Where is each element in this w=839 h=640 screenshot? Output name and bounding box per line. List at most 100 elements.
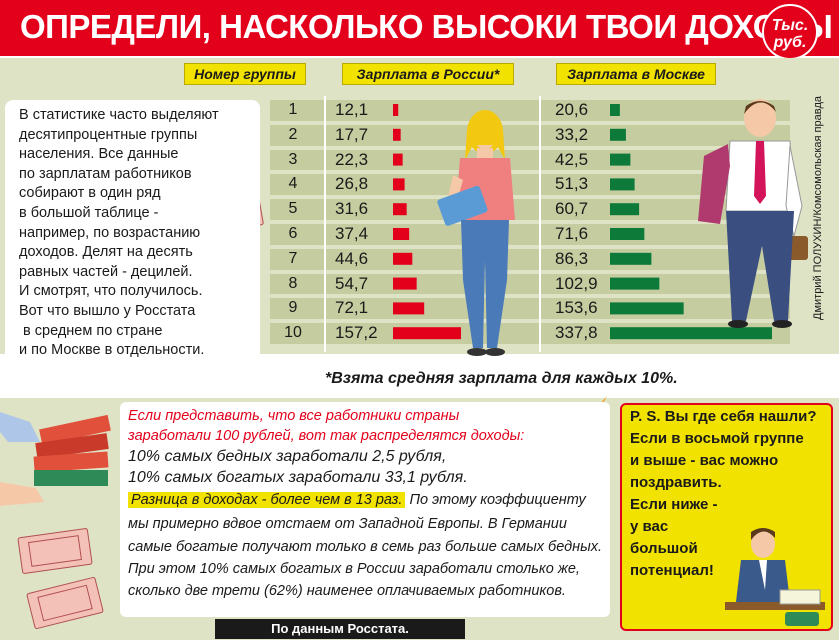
russia-value-label: 72,1 xyxy=(335,298,369,318)
russia-value-label: 26,8 xyxy=(335,174,369,194)
russia-bar xyxy=(393,178,405,191)
intro-line: десятипроцентные группы xyxy=(19,126,198,143)
note-red-line2: заработали 100 рублей, вот так распредел… xyxy=(128,428,525,444)
ps-line: большой xyxy=(630,540,698,557)
unit-badge: Тыс. руб. xyxy=(762,4,818,60)
moscow-value-label: 60,7 xyxy=(555,199,589,219)
intro-line: доходов. Делят на десять xyxy=(19,244,193,261)
russia-value-label: 37,4 xyxy=(335,224,369,243)
column-header-group: Номер группы xyxy=(184,63,306,85)
intro-line: населения. Все данные xyxy=(19,146,179,163)
moscow-bar xyxy=(610,128,626,141)
note-line9: сколько две трети (62%) наименее оплачив… xyxy=(128,583,566,599)
moscow-bar xyxy=(610,327,772,340)
note-line5: Разница в доходах - более чем в 13 раз. … xyxy=(128,492,586,508)
russia-bar xyxy=(393,302,425,315)
russia-bar xyxy=(393,153,403,166)
moscow-bar xyxy=(610,153,631,166)
note-after-highlight: По этому коэффициенту xyxy=(405,492,586,508)
unit-badge-line1: Тыс. xyxy=(771,17,809,34)
russia-value-label: 31,6 xyxy=(335,199,369,219)
russia-bar xyxy=(393,203,407,216)
group-number: 9 xyxy=(288,299,298,317)
moscow-bar xyxy=(610,228,645,240)
russia-bar xyxy=(393,252,413,265)
group-number: 4 xyxy=(288,175,298,193)
column-header-russia: Зарплата в России* xyxy=(342,63,514,85)
russia-value-label: 54,7 xyxy=(335,273,369,293)
note-line7: самые богатые получают только в семь раз… xyxy=(128,539,603,555)
moscow-value-label: 51,3 xyxy=(555,174,589,194)
group-number: 3 xyxy=(288,150,298,168)
intro-text: В статистике часто выделяют десятипроцент… xyxy=(5,100,260,390)
note-rich: 10% самых богатых заработали 33,1 рубля. xyxy=(128,469,468,486)
column-header-moscow: Зарплата в Москве xyxy=(556,63,716,85)
moscow-value-label: 42,5 xyxy=(555,149,589,169)
russia-value-label: 44,6 xyxy=(335,248,369,268)
note-red-line1: Если представить, что все работники стра… xyxy=(128,408,460,424)
group-number: 10 xyxy=(284,324,302,342)
office-worker-illustration xyxy=(725,528,825,626)
moscow-bar xyxy=(610,203,640,216)
russia-bar xyxy=(393,228,410,240)
man-illustration xyxy=(698,99,808,328)
group-number: 2 xyxy=(288,125,298,143)
moscow-value-label: 153,6 xyxy=(555,298,598,318)
ps-line: поздравить. xyxy=(630,474,722,491)
russia-value-label: 17,7 xyxy=(335,124,369,144)
russia-value-label: 12,1 xyxy=(335,100,369,119)
moscow-bar xyxy=(610,302,684,315)
intro-line: В статистике часто выделяют xyxy=(19,107,219,123)
table-row-stripe xyxy=(270,100,790,121)
group-number: 5 xyxy=(288,200,298,218)
ps-line: и выше - вас можно xyxy=(630,452,779,469)
russia-value-label: 22,3 xyxy=(335,149,369,169)
source-bar: По данным Росстата. xyxy=(215,619,465,639)
footnote: *Взята средняя зарплата для каждых 10%. xyxy=(325,370,678,387)
intro-line: и по Москве в отдельности. xyxy=(19,342,205,359)
main-note-box xyxy=(120,402,610,617)
moscow-bar xyxy=(610,104,620,116)
banknotes-icon xyxy=(17,528,104,630)
intro-line: собирают в один ряд xyxy=(19,185,161,202)
intro-line: Вот что вышло у Росстата xyxy=(19,302,196,319)
group-number: 6 xyxy=(288,225,298,242)
moscow-value-label: 102,9 xyxy=(555,273,598,293)
moscow-bar xyxy=(610,277,660,290)
note-line8: При этом 10% самых богатых в России зара… xyxy=(128,561,580,577)
note-highlight: Разница в доходах - более чем в 13 раз. xyxy=(128,492,406,508)
group-number: 8 xyxy=(288,274,298,292)
intro-line: например, по возрастанию xyxy=(19,224,201,241)
russia-bar xyxy=(393,327,461,340)
ps-line: P. S. Вы где себя нашли? xyxy=(630,408,817,425)
header-bar: ОПРЕДЕЛИ, НАСКОЛЬКО ВЫСОКИ ТВОИ ДОХОДЫ xyxy=(0,0,839,56)
intro-line: по зарплатам работников xyxy=(19,165,192,182)
note-line6: мы примерно вдвое отстаем от Западной Ев… xyxy=(128,516,567,532)
ps-line: Если ниже - xyxy=(630,496,718,513)
moscow-value-label: 71,6 xyxy=(555,224,589,243)
moscow-value-label: 20,6 xyxy=(555,100,589,119)
books-illustration xyxy=(0,412,111,506)
moscow-bar xyxy=(610,178,635,191)
intro-line: И смотрят, что получилось. xyxy=(19,283,203,300)
ps-line: у вас xyxy=(630,518,669,535)
intro-line: в среднем по стране xyxy=(19,322,163,339)
woman-illustration xyxy=(437,110,515,356)
unit-badge-line2: руб. xyxy=(773,34,807,51)
group-number: 7 xyxy=(288,249,298,267)
russia-bar xyxy=(393,128,401,141)
moscow-value-label: 86,3 xyxy=(555,248,589,268)
intro-line: в большой таблице - xyxy=(19,204,159,221)
ps-line: потенциал! xyxy=(630,562,714,579)
moscow-value-label: 33,2 xyxy=(555,124,589,144)
russia-value-label: 157,2 xyxy=(335,323,378,343)
russia-bar xyxy=(393,277,417,290)
group-number: 1 xyxy=(288,101,298,118)
russia-bar xyxy=(393,104,399,116)
moscow-value-label: 337,8 xyxy=(555,323,598,343)
ps-line: Если в восьмой группе xyxy=(630,430,804,447)
moscow-bar xyxy=(610,252,652,265)
note-poor: 10% самых бедных заработали 2,5 рубля, xyxy=(128,448,447,465)
